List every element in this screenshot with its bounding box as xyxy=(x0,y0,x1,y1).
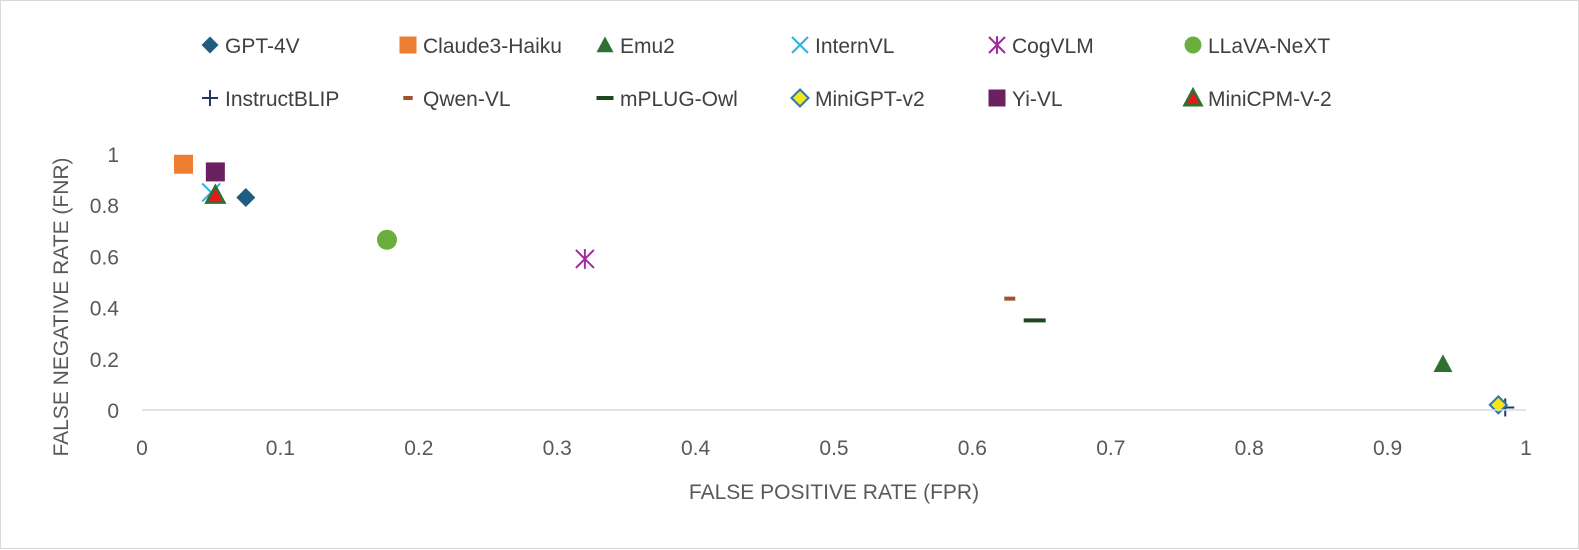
legend-marker-claude3-haiku xyxy=(399,36,417,54)
y-tick-label: 0.4 xyxy=(90,298,120,321)
x-tick-label: 0.6 xyxy=(958,437,987,460)
y-tick-label: 0.2 xyxy=(90,349,119,372)
x-tick-label: 0.2 xyxy=(404,437,433,460)
legend-item-emu2: Emu2 xyxy=(596,35,675,58)
legend-label-cogvlm: CogVLM xyxy=(1012,35,1094,58)
x-tick-label: 0.1 xyxy=(266,437,295,460)
y-tick-label: 0 xyxy=(107,400,119,423)
legend-marker-qwen-vl xyxy=(403,96,413,100)
legend-item-minicpm-v-2: MiniCPM-V-2 xyxy=(1182,86,1332,111)
legend-marker-minigpt-v2 xyxy=(790,88,810,108)
data-point-minicpm-v-2 xyxy=(204,183,227,204)
y-tick-label: 1 xyxy=(107,144,119,167)
legend-label-internvl: InternVL xyxy=(815,35,894,58)
legend-marker-mplug-owl xyxy=(596,96,614,100)
legend-marker-gpt-4v xyxy=(201,36,219,54)
legend-item-minigpt-v2: MiniGPT-v2 xyxy=(790,88,925,111)
legend-marker-cogvlm xyxy=(988,36,1006,54)
data-point-llava-next xyxy=(376,229,397,250)
data-point-claude3-haiku xyxy=(174,154,194,174)
y-tick-label: 0.8 xyxy=(90,195,119,218)
x-tick-label: 0.3 xyxy=(543,437,572,460)
legend-label-instructblip: InstructBLIP xyxy=(225,88,339,111)
data-point-qwen-vl xyxy=(1004,296,1016,301)
legend-label-gpt-4v: GPT-4V xyxy=(225,35,300,58)
legend-marker-internvl xyxy=(791,36,809,54)
legend-label-qwen-vl: Qwen-VL xyxy=(423,88,511,111)
legend-item-yi-vl: Yi-VL xyxy=(988,88,1063,111)
y-axis-ticks: 0 0.2 0.4 0.6 0.8 1 xyxy=(90,144,120,423)
legend-label-minigpt-v2: MiniGPT-v2 xyxy=(815,88,925,111)
data-point-cogvlm xyxy=(575,249,595,269)
legend-marker-yi-vl xyxy=(988,89,1006,107)
legend-marker-minicpm-v-2 xyxy=(1182,86,1204,107)
plot-area xyxy=(174,154,1515,417)
x-axis-ticks: 0 0.1 0.2 0.3 0.4 0.5 0.6 0.7 0.8 0.9 1 xyxy=(136,437,1532,460)
legend-item-llava-next: LLaVA-NeXT xyxy=(1184,35,1330,58)
data-point-mplug-owl xyxy=(1023,318,1046,323)
data-point-gpt-4v xyxy=(236,188,256,208)
legend-label-emu2: Emu2 xyxy=(620,35,675,58)
legend: GPT-4V Claude3-Haiku Emu2 InternVL CogVLM LLa… xyxy=(201,35,1332,111)
legend-label-yi-vl: Yi-VL xyxy=(1012,88,1063,111)
legend-item-gpt-4v: GPT-4V xyxy=(201,35,300,58)
x-tick-label: 1 xyxy=(1520,437,1532,460)
x-tick-label: 0.8 xyxy=(1235,437,1264,460)
legend-label-minicpm-v-2: MiniCPM-V-2 xyxy=(1208,88,1332,111)
y-axis-title: FALSE NEGATIVE RATE (FNR) xyxy=(50,157,73,456)
data-point-emu2 xyxy=(1433,354,1453,372)
legend-item-mplug-owl: mPLUG-Owl xyxy=(596,88,738,111)
legend-item-internvl: InternVL xyxy=(791,35,894,58)
x-tick-label: 0.5 xyxy=(819,437,848,460)
x-tick-label: 0.4 xyxy=(681,437,711,460)
legend-item-cogvlm: CogVLM xyxy=(988,35,1094,58)
x-tick-label: 0 xyxy=(136,437,148,460)
data-point-minigpt-v2 xyxy=(1488,394,1509,415)
legend-item-qwen-vl: Qwen-VL xyxy=(403,88,511,111)
x-axis-title: FALSE POSITIVE RATE (FPR) xyxy=(689,481,979,504)
legend-label-llava-next: LLaVA-NeXT xyxy=(1208,35,1330,58)
legend-item-instructblip: InstructBLIP xyxy=(202,88,339,111)
legend-marker-llava-next xyxy=(1184,36,1202,54)
data-point-yi-vl xyxy=(205,162,225,182)
legend-label-claude3-haiku: Claude3-Haiku xyxy=(423,35,562,58)
legend-label-mplug-owl: mPLUG-Owl xyxy=(620,88,738,111)
legend-marker-emu2 xyxy=(596,36,614,53)
x-tick-label: 0.7 xyxy=(1096,437,1125,460)
legend-marker-instructblip xyxy=(202,90,218,106)
legend-item-claude3-haiku: Claude3-Haiku xyxy=(399,35,562,58)
x-tick-label: 0.9 xyxy=(1373,437,1402,460)
y-tick-label: 0.6 xyxy=(90,246,119,269)
